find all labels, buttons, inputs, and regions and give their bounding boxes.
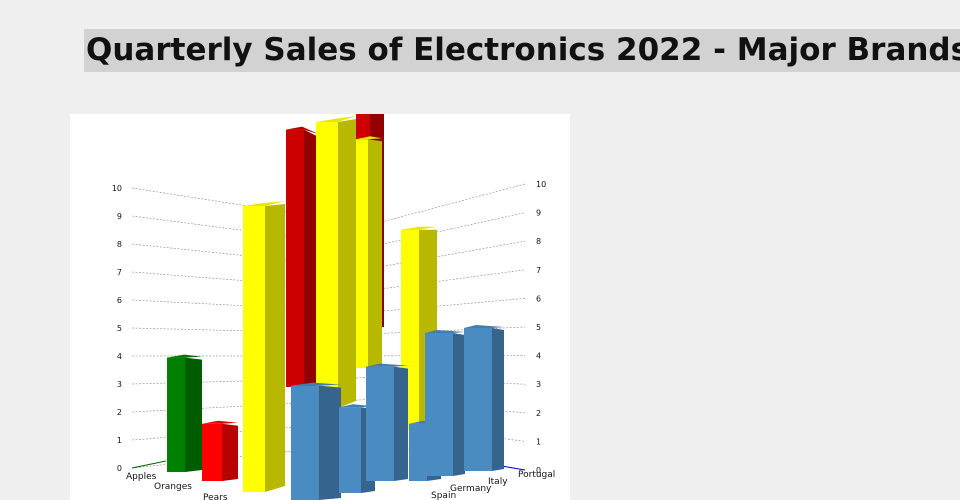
bar-top-face	[167, 354, 202, 358]
bar-side-face	[368, 139, 382, 368]
bar-4	[316, 116, 356, 408]
y-tick-label-left: 9	[117, 212, 122, 221]
x-category-label: Oranges	[154, 482, 192, 492]
y-tick-label-left: 5	[117, 324, 122, 333]
bar-side-face	[453, 333, 465, 476]
bar-front-face	[409, 423, 427, 481]
bar-0	[167, 354, 202, 472]
bar-side-face	[394, 366, 408, 481]
bar-13	[464, 325, 504, 471]
x-category-label: Pears	[203, 493, 228, 500]
bar-side-face	[338, 119, 356, 408]
y-tick-label-left: 10	[112, 184, 122, 193]
bar-front-face	[243, 206, 265, 492]
bar-top-face	[286, 126, 320, 135]
bar-side-face	[185, 357, 202, 472]
bar-top-face	[425, 330, 465, 333]
y-tick-label-right: 8	[536, 237, 541, 246]
bar-side-face	[319, 385, 341, 500]
bar-front-face	[366, 366, 394, 481]
bar-1	[202, 420, 238, 481]
y-tick-label-right: 10	[536, 180, 546, 189]
y-tick-label-right: 2	[536, 409, 541, 418]
y-tick-label-left: 6	[117, 296, 122, 305]
bar-3	[286, 126, 320, 391]
y-tick-label-right: 6	[536, 294, 541, 303]
bar-front-face	[425, 333, 453, 476]
y-tick-label-left: 8	[117, 240, 122, 249]
bar-top-face	[316, 116, 356, 122]
x-axis-line	[131, 460, 167, 469]
y-tick-label-left: 4	[117, 352, 122, 361]
z-category-label: Spain	[431, 491, 456, 500]
bar-front-face	[316, 122, 338, 408]
y-tick-label-right: 4	[536, 352, 541, 361]
gridline	[131, 183, 526, 226]
z-category-label: Portugal	[518, 470, 555, 480]
y-tick-label-right: 5	[536, 323, 541, 332]
bar-top-face	[243, 201, 285, 206]
bar-top-face	[366, 363, 408, 367]
bar-front-face	[202, 423, 222, 481]
y-tick-label-left: 0	[117, 464, 122, 473]
z-category-label: Germany	[450, 484, 492, 494]
bar-side-face	[265, 204, 285, 492]
bar-top-face	[464, 325, 504, 328]
chart-title: Quarterly Sales of Electronics 2022 - Ma…	[84, 29, 960, 72]
bar-8	[291, 382, 341, 500]
bar-2	[243, 201, 285, 492]
bar-front-face	[167, 357, 185, 472]
y-tick-label-right: 1	[536, 437, 541, 446]
y-tick-label-left: 7	[117, 268, 122, 277]
bar-top-face	[291, 382, 341, 386]
bar-side-face	[222, 423, 238, 481]
bar-top-face	[401, 226, 437, 230]
y-tick-label-right: 9	[536, 209, 541, 218]
bar-top-face	[356, 136, 382, 140]
y-tick-label-left: 3	[117, 380, 122, 389]
chart-panel: 0 0 1 1 2 2 3 3 4 4 5 5 6 6 7 7 8 8 9 9 10 10 Apples Oranges Pea…	[70, 114, 570, 500]
bar-front-face	[339, 407, 361, 493]
z-category-label: Italy	[488, 477, 508, 487]
bar-front-face	[464, 328, 492, 471]
bar-front-face	[286, 129, 304, 387]
bar-side-face	[492, 328, 504, 471]
bar-12	[425, 330, 465, 476]
y-tick-label-right: 7	[536, 266, 541, 275]
bar-top-face	[202, 420, 238, 424]
bar-front-face	[291, 385, 319, 500]
bar-10	[366, 363, 408, 481]
x-category-label: Apples	[126, 472, 157, 482]
bar-front-face	[356, 139, 368, 368]
y-tick-label-left: 1	[117, 436, 122, 445]
y-tick-label-left: 2	[117, 408, 122, 417]
y-tick-label-right: 3	[536, 380, 541, 389]
bar-6	[356, 136, 382, 368]
bar-layer	[167, 114, 504, 500]
y-tick-label-right: 0	[536, 466, 541, 475]
